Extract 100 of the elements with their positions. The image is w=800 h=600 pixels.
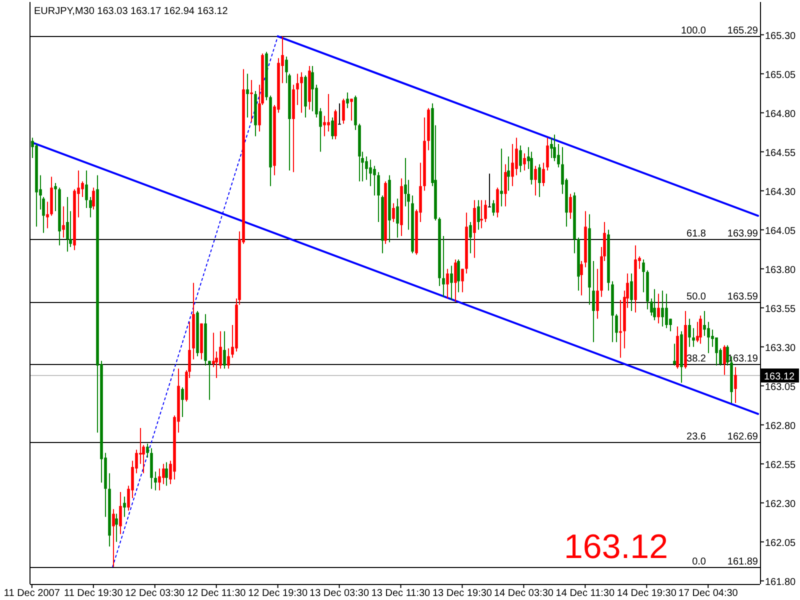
candlestick [734,366,737,404]
y-tick-label: 163.05 [765,382,796,393]
candlestick [511,143,514,187]
candlestick [484,200,487,223]
candlestick [523,152,526,172]
candlestick [492,200,495,216]
x-tick-label: 12 Dec 11:30 [186,588,246,599]
candlestick [723,344,726,376]
candlestick [657,293,660,324]
candlestick [112,508,115,568]
candlestick [369,159,372,187]
annotation: 61.8 [686,228,706,240]
x-tick-label: 17 Dec 04:30 [678,588,738,599]
candlestick [223,330,226,370]
annotation: 100.0 [680,26,706,36]
candlestick [454,258,457,302]
candlestick [246,73,249,118]
candlestick [396,198,399,238]
y-tick-label: 164.80 [765,108,796,120]
candlestick [181,386,184,418]
candlestick [377,172,380,223]
y-tick-label: 162.30 [765,498,796,510]
ref-line-label: 161.89 [727,556,758,568]
x-tick-label: 14 Dec 19:30 [616,588,677,599]
candlestick [642,258,645,293]
x-tick-label: 11 Dec 19:30 [64,588,124,599]
candlestick [62,206,65,238]
x-tick-label: 13 Dec 19:30 [432,588,492,599]
candlestick [519,145,522,173]
candlestick [534,165,537,196]
candlestick [146,443,149,458]
candlestick [580,260,583,296]
candlestick [154,471,157,491]
ref-line-label: 162.69 [727,432,758,442]
candlestick [726,344,729,366]
candlestick [346,92,349,109]
candlestick [500,148,503,207]
candlestick [158,468,161,491]
candlestick [619,300,622,358]
candlestick [480,200,483,229]
annotation: 0.0 [692,556,706,568]
y-tick-label: 163.55 [765,304,796,315]
y-tick-label: 162.05 [765,538,796,549]
y-tick-label: 162.80 [765,420,796,432]
y-tick-label: 164.55 [765,148,796,159]
candlestick [442,236,445,298]
ref-line-label: 163.59 [727,292,758,302]
candlestick [715,336,718,366]
candlestick [688,318,691,348]
candlestick [557,143,560,168]
y-tick-label: 165.30 [765,30,796,42]
candlestick [692,328,695,348]
candlestick [227,348,230,370]
ref-line-label: 165.29 [727,26,758,36]
candlestick [250,80,253,123]
candlestick [538,164,541,198]
candlestick [365,156,368,180]
candlestick [488,173,491,208]
candlestick [323,115,326,137]
candlestick [54,182,57,212]
candlestick [507,156,510,192]
chart-title: EURJPY,M30 163.03 163.17 162.94 163.12 [34,6,228,17]
candlestick [66,196,69,252]
annotation: 38.2 [686,354,706,364]
candlestick [446,268,449,299]
candlestick [338,102,341,125]
candlestick [311,65,314,112]
candlestick [92,187,95,210]
candlestick [699,315,702,344]
candlestick [569,193,572,220]
candlestick [81,180,84,198]
y-tick-label: 163.30 [765,342,796,354]
candlestick [703,310,706,336]
candlestick [119,491,122,535]
candlestick [350,98,353,122]
candlestick [496,187,499,218]
candlestick [596,268,599,320]
candlestick [665,293,668,329]
candlestick [457,258,460,293]
x-tick-label: 14 Dec 03:30 [494,588,554,599]
x-tick-label: 11 Dec 2007 [4,588,60,599]
candlestick [592,260,595,343]
candlestick [653,288,656,321]
candlestick [165,462,168,486]
x-tick-label: 12 Dec 19:30 [248,588,308,599]
candlestick [450,265,453,301]
y-tick-label: 164.30 [765,186,796,198]
candlestick [300,72,303,114]
candlestick [553,134,556,162]
candlestick [219,330,222,370]
annotation: 50.0 [686,292,706,302]
candlestick [615,314,618,343]
candlestick [46,201,49,229]
candlestick [123,496,126,518]
y-tick-label: 161.80 [765,576,796,588]
annotation: 23.6 [686,432,706,442]
candlestick [89,196,92,218]
annotation: 163.12 [564,528,668,566]
y-tick-label: 162.55 [765,460,796,471]
candlestick [530,151,533,186]
